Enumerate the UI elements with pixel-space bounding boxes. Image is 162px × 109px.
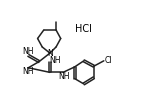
Text: N: N (47, 49, 53, 58)
Text: Cl: Cl (105, 56, 112, 65)
Text: HCl: HCl (75, 24, 92, 34)
Text: NH: NH (58, 72, 69, 81)
Text: NH: NH (22, 67, 33, 76)
Text: NH: NH (50, 56, 61, 65)
Text: NH: NH (22, 47, 33, 56)
